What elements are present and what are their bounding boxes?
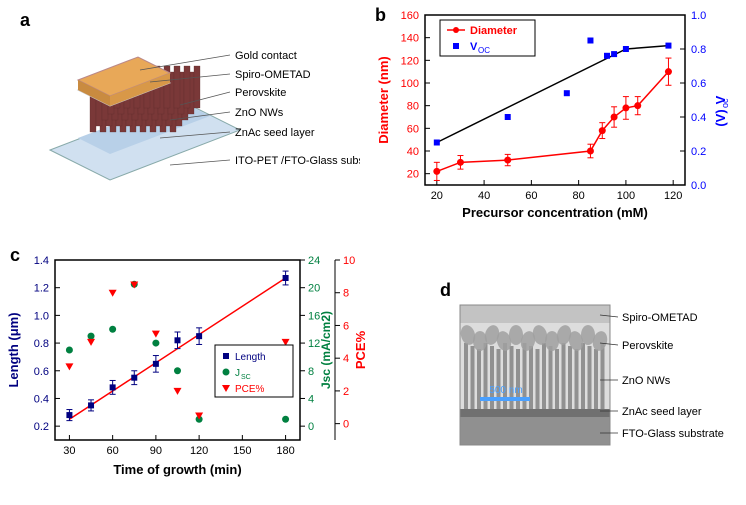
svg-text:1.0: 1.0 xyxy=(691,10,706,22)
svg-text:Length (μm): Length (μm) xyxy=(6,312,21,387)
svg-text:ZnO NWs: ZnO NWs xyxy=(622,375,671,387)
svg-text:0.8: 0.8 xyxy=(34,338,49,350)
svg-text:Perovskite: Perovskite xyxy=(235,87,286,99)
svg-text:20: 20 xyxy=(308,283,320,295)
svg-text:Precursor concentration (mM): Precursor concentration (mM) xyxy=(462,205,648,220)
panel-b-chart: 20 40 60 80 100 120 20 40 60 80 100 120 140 160 0.0 0.2… xyxy=(370,0,740,230)
svg-text:oc: oc xyxy=(720,98,730,108)
svg-text:20: 20 xyxy=(431,190,443,202)
svg-text:Length: Length xyxy=(235,352,266,363)
svg-text:0.6: 0.6 xyxy=(691,78,706,90)
svg-text:90: 90 xyxy=(150,445,162,457)
panel-a: a Gold contact Spiro-OMETAD Perovskite ZnO … xyxy=(10,10,360,220)
svg-text:SC: SC xyxy=(241,374,251,381)
svg-text:180: 180 xyxy=(276,445,294,457)
svg-text:Time of growth (min): Time of growth (min) xyxy=(113,462,241,477)
svg-text:ITO-PET /FTO-Glass substrate: ITO-PET /FTO-Glass substrate xyxy=(235,155,360,167)
svg-text:1.4: 1.4 xyxy=(34,255,49,267)
svg-text:PCE%: PCE% xyxy=(353,330,368,369)
panel-d-label: d xyxy=(440,280,451,301)
svg-text:2: 2 xyxy=(343,386,349,398)
svg-text:30: 30 xyxy=(63,445,75,457)
svg-text:0: 0 xyxy=(308,421,314,433)
svg-text:100: 100 xyxy=(617,190,635,202)
svg-text:ZnAc seed layer: ZnAc seed layer xyxy=(235,127,315,139)
panel-c-label: c xyxy=(10,245,20,266)
svg-text:1.0: 1.0 xyxy=(34,310,49,322)
svg-text:120: 120 xyxy=(401,55,419,67)
svg-text:Jsc (mA/cm2): Jsc (mA/cm2) xyxy=(319,311,333,389)
svg-text:0.4: 0.4 xyxy=(691,112,706,124)
svg-text:500 nm: 500 nm xyxy=(489,385,522,396)
panel-a-label: a xyxy=(20,10,30,31)
svg-text:40: 40 xyxy=(407,146,419,158)
svg-text:1.2: 1.2 xyxy=(34,283,49,295)
svg-text:6: 6 xyxy=(343,320,349,332)
svg-text:100: 100 xyxy=(401,78,419,90)
svg-text:Diameter: Diameter xyxy=(470,25,518,37)
svg-text:0.6: 0.6 xyxy=(34,366,49,378)
svg-text:10: 10 xyxy=(343,255,355,267)
svg-text:Spiro-OMETAD: Spiro-OMETAD xyxy=(622,312,698,324)
svg-text:0: 0 xyxy=(343,419,349,431)
svg-text:Diameter (nm): Diameter (nm) xyxy=(376,56,391,143)
svg-text:0.8: 0.8 xyxy=(691,44,706,56)
svg-text:0.2: 0.2 xyxy=(691,146,706,158)
panel-c: c 3060901201501800.20.40.60.81.01.21.404… xyxy=(0,245,400,495)
svg-text:20: 20 xyxy=(407,169,419,181)
svg-text:60: 60 xyxy=(107,445,119,457)
svg-text:120: 120 xyxy=(190,445,208,457)
svg-text:PCE%: PCE% xyxy=(235,384,265,395)
svg-text:FTO-Glass substrate: FTO-Glass substrate xyxy=(622,428,724,440)
svg-text:140: 140 xyxy=(401,33,419,45)
svg-text:J: J xyxy=(235,368,240,379)
svg-text:0.0: 0.0 xyxy=(691,180,706,192)
svg-text:OC: OC xyxy=(478,46,490,55)
svg-text:60: 60 xyxy=(407,123,419,135)
svg-text:ZnAc seed layer: ZnAc seed layer xyxy=(622,406,702,418)
svg-text:Gold contact: Gold contact xyxy=(235,50,297,62)
svg-text:8: 8 xyxy=(308,366,314,378)
svg-text:8: 8 xyxy=(343,288,349,300)
svg-text:0.2: 0.2 xyxy=(34,421,49,433)
svg-text:150: 150 xyxy=(233,445,251,457)
svg-text:(V): (V) xyxy=(713,109,728,126)
panel-d-diagram: 500 nm Spiro-OMETAD Perovskite ZnO NWs ZnAc … xyxy=(410,280,740,480)
svg-text:4: 4 xyxy=(343,353,349,365)
svg-text:40: 40 xyxy=(478,190,490,202)
panel-d: d 500 nm Spiro-OMETAD Perovskite ZnO NWs ZnA… xyxy=(410,280,740,480)
panel-c-chart: 3060901201501800.20.40.60.81.01.21.40481… xyxy=(0,245,400,495)
svg-text:160: 160 xyxy=(401,10,419,22)
svg-text:120: 120 xyxy=(664,190,682,202)
svg-text:Perovskite: Perovskite xyxy=(622,340,673,352)
svg-text:Spiro-OMETAD: Spiro-OMETAD xyxy=(235,69,311,81)
panel-b-label: b xyxy=(375,5,386,26)
svg-text:60: 60 xyxy=(525,190,537,202)
svg-text:4: 4 xyxy=(308,393,314,405)
svg-text:80: 80 xyxy=(407,101,419,113)
svg-text:ZnO NWs: ZnO NWs xyxy=(235,107,284,119)
svg-text:80: 80 xyxy=(573,190,585,202)
svg-text:24: 24 xyxy=(308,255,320,267)
panel-a-diagram: Gold contact Spiro-OMETAD Perovskite ZnO NW… xyxy=(10,10,360,220)
panel-b: b 20 40 60 80 100 120 20 40 60 80 100 120 140 160 0.0 0… xyxy=(370,0,740,230)
svg-text:0.4: 0.4 xyxy=(34,393,49,405)
svg-text:V: V xyxy=(470,41,478,53)
